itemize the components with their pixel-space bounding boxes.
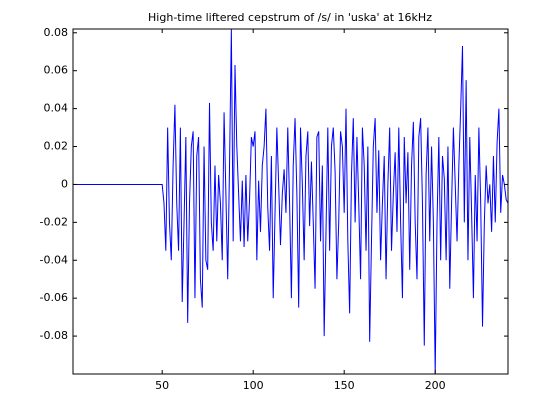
y-tick-label: -0.02 — [40, 215, 68, 228]
y-tick-label: -0.08 — [40, 329, 68, 342]
y-tick-label: 0.08 — [44, 26, 69, 39]
y-tick-label: 0.02 — [44, 140, 69, 153]
chart-title: High-time liftered cepstrum of /s/ in 'u… — [148, 11, 432, 24]
y-tick-label: 0.04 — [44, 102, 69, 115]
y-tick-label: -0.06 — [40, 291, 68, 304]
y-tick-label: -0.04 — [40, 253, 68, 266]
data-line — [73, 29, 508, 374]
x-tick-label: 200 — [425, 379, 446, 392]
y-tick-label: 0.06 — [44, 64, 69, 77]
x-tick-label: 50 — [155, 379, 169, 392]
x-tick-label: 150 — [334, 379, 355, 392]
plot-area — [73, 29, 508, 374]
x-tick-label: 100 — [243, 379, 264, 392]
axes-box — [72, 28, 509, 375]
y-tick-label: 0 — [61, 177, 68, 190]
